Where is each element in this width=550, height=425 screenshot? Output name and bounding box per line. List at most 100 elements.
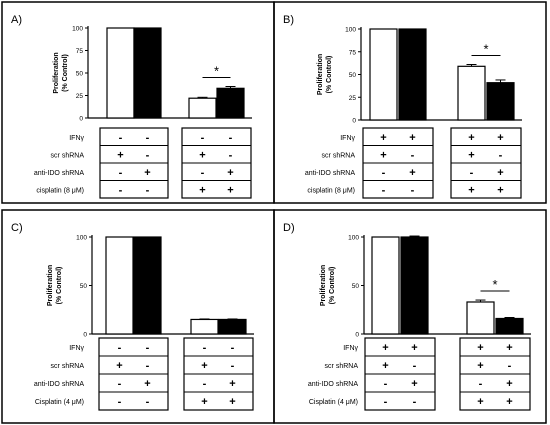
condition-label: anti-IDO shRNA: [305, 170, 356, 177]
chart-panel-a: A) 0 25 50 75 100 Proliferation (% Control) * IFN…: [1, 1, 275, 204]
condition-value: +: [116, 360, 122, 372]
y-tick-label: 0: [355, 332, 359, 339]
y-tick-label: 100: [72, 26, 83, 33]
y-axis-label-line2: (% Control): [329, 267, 336, 305]
condition-label: scr shRNA: [51, 363, 85, 370]
panel-label: A): [11, 14, 22, 26]
condition-value: +: [411, 378, 417, 390]
panel-label: D): [283, 222, 295, 234]
y-axis-label: Proliferation (% Control): [47, 265, 63, 306]
condition-value: -: [411, 149, 415, 161]
y-axis-label-line2: (% Control): [62, 54, 69, 92]
y-tick-label: 100: [345, 27, 356, 34]
condition-value: +: [411, 342, 417, 354]
condition-value: -: [384, 396, 388, 408]
condition-value: -: [384, 378, 388, 390]
y-tick-label: 75: [76, 48, 84, 55]
condition-value: +: [382, 360, 388, 372]
condition-label: anti-IDO shRNA: [34, 381, 85, 388]
condition-value: -: [470, 167, 474, 179]
condition-value: -: [201, 167, 205, 179]
condition-value: -: [146, 149, 150, 161]
chart-panel-b: B) 0 25 50 75 100 Proliferation (% Control) * IFN…: [273, 1, 547, 204]
condition-label: IFNγ: [69, 345, 84, 352]
condition-label: scr shRNA: [51, 152, 85, 159]
y-axis-label-line2: (% Control): [326, 56, 333, 94]
condition-label: IFNγ: [340, 135, 355, 142]
condition-label: IFNγ: [343, 345, 358, 352]
condition-value: +: [227, 167, 233, 179]
condition-value: -: [231, 342, 235, 354]
condition-value: -: [118, 396, 122, 408]
condition-value: +: [144, 167, 150, 179]
y-tick-label: 50: [80, 283, 88, 290]
condition-value: -: [146, 132, 150, 144]
condition-value: +: [477, 360, 483, 372]
y-tick-label: 25: [349, 95, 357, 102]
condition-value: +: [199, 184, 205, 196]
bar-anti-ido-shrna: [486, 82, 515, 121]
condition-value: -: [411, 184, 415, 196]
y-axis-label-line2: (% Control): [56, 267, 63, 305]
condition-value: -: [118, 378, 122, 390]
condition-value: +: [201, 360, 207, 372]
y-tick-label: 0: [352, 118, 356, 125]
condition-value: +: [497, 132, 503, 144]
condition-value: -: [382, 184, 386, 196]
bar-scr-shrna: [188, 97, 217, 119]
condition-value: +: [229, 396, 235, 408]
condition-value: +: [229, 378, 235, 390]
condition-value: +: [409, 167, 415, 179]
bar-anti-ido-shrna: [133, 27, 162, 119]
condition-value: +: [477, 342, 483, 354]
condition-value: +: [468, 132, 474, 144]
condition-value: -: [146, 342, 150, 354]
significance-marker: *: [214, 64, 219, 79]
chart-panel-d: D) 0 50 100 Proliferation (% Control) * IFNγ + + +…: [273, 209, 547, 424]
condition-value: +: [199, 149, 205, 161]
bar-scr-shrna: [105, 236, 134, 335]
bar-anti-ido-shrna: [218, 318, 247, 335]
condition-value: +: [409, 132, 415, 144]
condition-value: -: [231, 360, 235, 372]
y-axis-label: Proliferation (% Control): [53, 52, 69, 93]
condition-label: IFNγ: [69, 135, 84, 142]
bar-anti-ido-shrna: [495, 317, 524, 335]
bar-anti-ido-shrna: [398, 28, 427, 121]
condition-label: scr shRNA: [325, 363, 359, 370]
condition-value: +: [497, 167, 503, 179]
condition-value: -: [119, 184, 123, 196]
y-tick-label: 75: [349, 49, 357, 56]
condition-label: Cisplatin (4 μM): [309, 399, 358, 406]
y-tick-label: 50: [76, 71, 84, 78]
condition-value: +: [382, 342, 388, 354]
condition-value: -: [146, 360, 150, 372]
y-axis-label-line1: Proliferation: [317, 54, 324, 95]
condition-label: cisplatin (8 μM): [36, 187, 84, 194]
condition-label: anti-IDO shRNA: [34, 170, 85, 177]
y-axis-label: Proliferation (% Control): [317, 54, 333, 95]
bar-anti-ido-shrna: [133, 236, 162, 335]
condition-value: +: [380, 149, 386, 161]
condition-value: +: [506, 342, 512, 354]
condition-value: -: [479, 378, 483, 390]
condition-label: anti-IDO shRNA: [308, 381, 359, 388]
condition-label: Cisplatin (4 μM): [35, 399, 84, 406]
y-tick-label: 0: [83, 332, 87, 339]
y-axis-label: Proliferation (% Control): [320, 265, 336, 306]
condition-label: scr shRNA: [322, 152, 356, 159]
bar-anti-ido-shrna: [216, 87, 245, 119]
condition-value: +: [227, 184, 233, 196]
y-tick-label: 25: [76, 93, 84, 100]
bar-scr-shrna: [369, 28, 398, 121]
condition-value: +: [201, 396, 207, 408]
condition-value: -: [203, 342, 207, 354]
condition-value: +: [497, 184, 503, 196]
condition-value: +: [477, 396, 483, 408]
y-tick-label: 50: [349, 72, 357, 79]
bar-scr-shrna: [466, 301, 495, 335]
condition-value: -: [146, 184, 150, 196]
chart-panel-c: C) 0 50 100 Proliferation (% Control) IFNγ - - - -…: [1, 209, 275, 424]
y-axis-label-line1: Proliferation: [320, 265, 327, 306]
